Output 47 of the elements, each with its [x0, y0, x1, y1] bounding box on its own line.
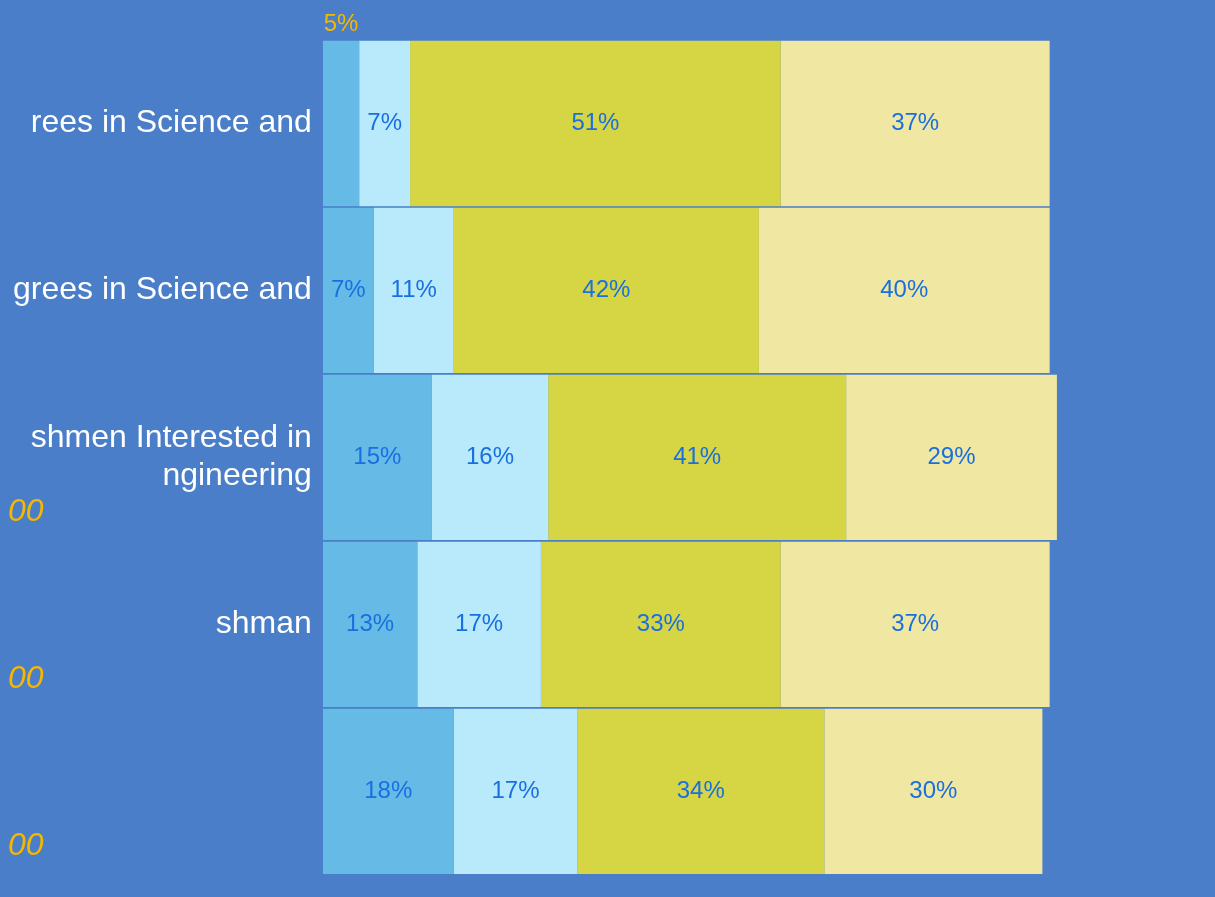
- bar: [846, 374, 1057, 541]
- data-label: 16%: [466, 442, 515, 470]
- data-label: 17%: [455, 608, 504, 636]
- data-label: 41%: [673, 442, 722, 470]
- bar: [322, 40, 360, 207]
- data-label: 37%: [891, 108, 940, 136]
- bar: [322, 541, 418, 708]
- bar: [758, 207, 1050, 374]
- data-label: 15%: [353, 442, 402, 470]
- bar: [322, 374, 432, 541]
- data-label: 33%: [636, 608, 685, 636]
- bar: [431, 374, 549, 541]
- bar: [417, 541, 541, 708]
- bar: [410, 40, 781, 207]
- bar: [373, 207, 454, 374]
- bar: [548, 374, 847, 541]
- text: 00: [8, 826, 44, 863]
- y-tick-label: shmen Interested in ngineering: [30, 418, 312, 493]
- bar: [824, 708, 1043, 874]
- bar: [322, 708, 454, 874]
- y-tick-label: shman: [215, 604, 312, 641]
- y-tick-label: grees in Science and: [13, 270, 312, 307]
- data-label: 37%: [891, 608, 940, 636]
- y-tick-label: rees in Science and: [30, 103, 312, 140]
- data-label: 30%: [909, 775, 958, 803]
- text: 00: [8, 659, 44, 696]
- data-label: 7%: [367, 108, 402, 136]
- data-label: 5%: [323, 9, 359, 37]
- bar: [780, 40, 1050, 207]
- data-label: 13%: [346, 608, 395, 636]
- data-label: 18%: [364, 775, 413, 803]
- data-label: 42%: [582, 275, 631, 303]
- bar: [540, 541, 781, 708]
- data-label: 17%: [491, 775, 540, 803]
- bar: [322, 207, 374, 374]
- data-label: 51%: [571, 108, 620, 136]
- bar: [780, 541, 1050, 708]
- bar: [453, 708, 578, 874]
- bar: [577, 708, 825, 874]
- text: 00: [8, 492, 44, 529]
- data-label: 34%: [676, 775, 725, 803]
- bar: [359, 40, 411, 207]
- data-label: 40%: [880, 275, 929, 303]
- data-label: 29%: [927, 442, 976, 470]
- data-label: 11%: [390, 275, 437, 303]
- bar: [453, 207, 759, 374]
- data-label: 7%: [330, 275, 366, 303]
